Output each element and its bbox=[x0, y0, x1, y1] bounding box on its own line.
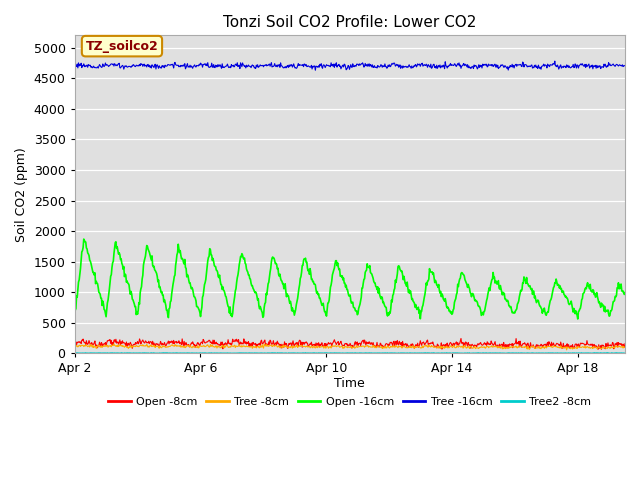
Open -8cm bbox=[598, 347, 605, 352]
Open -8cm bbox=[307, 341, 314, 347]
Tree2 -8cm bbox=[604, 350, 611, 356]
Tree -16cm bbox=[442, 63, 450, 69]
Legend: Open -8cm, Tree -8cm, Open -16cm, Tree -16cm, Tree2 -8cm: Open -8cm, Tree -8cm, Open -16cm, Tree -… bbox=[104, 393, 596, 411]
Line: Tree -16cm: Tree -16cm bbox=[75, 61, 625, 70]
Tree -8cm bbox=[381, 345, 388, 351]
Open -8cm bbox=[442, 342, 449, 348]
Tree -16cm bbox=[312, 67, 319, 73]
Tree -16cm bbox=[346, 64, 354, 70]
Tree -16cm bbox=[71, 60, 79, 66]
Open -16cm bbox=[381, 303, 388, 309]
Tree -8cm bbox=[346, 345, 354, 350]
Tree2 -8cm bbox=[621, 350, 629, 356]
Open -16cm bbox=[71, 313, 79, 319]
Open -8cm bbox=[71, 337, 79, 343]
Open -8cm bbox=[457, 336, 465, 341]
Tree2 -8cm bbox=[284, 350, 291, 356]
Tree -16cm bbox=[381, 61, 388, 67]
Open -16cm bbox=[621, 290, 629, 296]
Open -16cm bbox=[307, 270, 315, 276]
Tree2 -8cm bbox=[71, 350, 79, 356]
Tree -8cm bbox=[378, 346, 386, 351]
X-axis label: Time: Time bbox=[335, 377, 365, 390]
Line: Open -16cm: Open -16cm bbox=[75, 239, 625, 319]
Tree -8cm bbox=[110, 341, 118, 347]
Open -16cm bbox=[442, 300, 450, 305]
Line: Tree -8cm: Tree -8cm bbox=[75, 344, 625, 350]
Open -8cm bbox=[211, 337, 218, 343]
Y-axis label: Soil CO2 (ppm): Soil CO2 (ppm) bbox=[15, 147, 28, 242]
Open -8cm bbox=[380, 344, 388, 349]
Tree2 -8cm bbox=[307, 350, 315, 356]
Open -16cm bbox=[574, 316, 582, 322]
Open -8cm bbox=[621, 341, 629, 347]
Open -16cm bbox=[378, 295, 386, 300]
Tree -16cm bbox=[551, 58, 559, 64]
Tree -8cm bbox=[563, 347, 570, 353]
Tree2 -8cm bbox=[211, 350, 218, 356]
Open -16cm bbox=[80, 236, 88, 242]
Tree -8cm bbox=[307, 345, 315, 350]
Tree -16cm bbox=[307, 64, 314, 70]
Tree2 -8cm bbox=[442, 350, 450, 356]
Tree -16cm bbox=[621, 62, 629, 68]
Tree -8cm bbox=[621, 345, 629, 350]
Tree -8cm bbox=[71, 343, 79, 349]
Open -16cm bbox=[346, 292, 354, 298]
Tree -16cm bbox=[378, 64, 386, 70]
Tree -8cm bbox=[211, 344, 219, 350]
Open -8cm bbox=[346, 342, 353, 348]
Text: TZ_soilco2: TZ_soilco2 bbox=[86, 40, 158, 53]
Open -16cm bbox=[211, 264, 219, 269]
Line: Open -8cm: Open -8cm bbox=[75, 338, 625, 349]
Tree2 -8cm bbox=[381, 350, 388, 356]
Open -8cm bbox=[378, 343, 385, 349]
Tree2 -8cm bbox=[378, 350, 386, 356]
Tree -16cm bbox=[211, 64, 218, 70]
Tree2 -8cm bbox=[346, 350, 354, 356]
Tree -8cm bbox=[442, 345, 450, 350]
Title: Tonzi Soil CO2 Profile: Lower CO2: Tonzi Soil CO2 Profile: Lower CO2 bbox=[223, 15, 476, 30]
